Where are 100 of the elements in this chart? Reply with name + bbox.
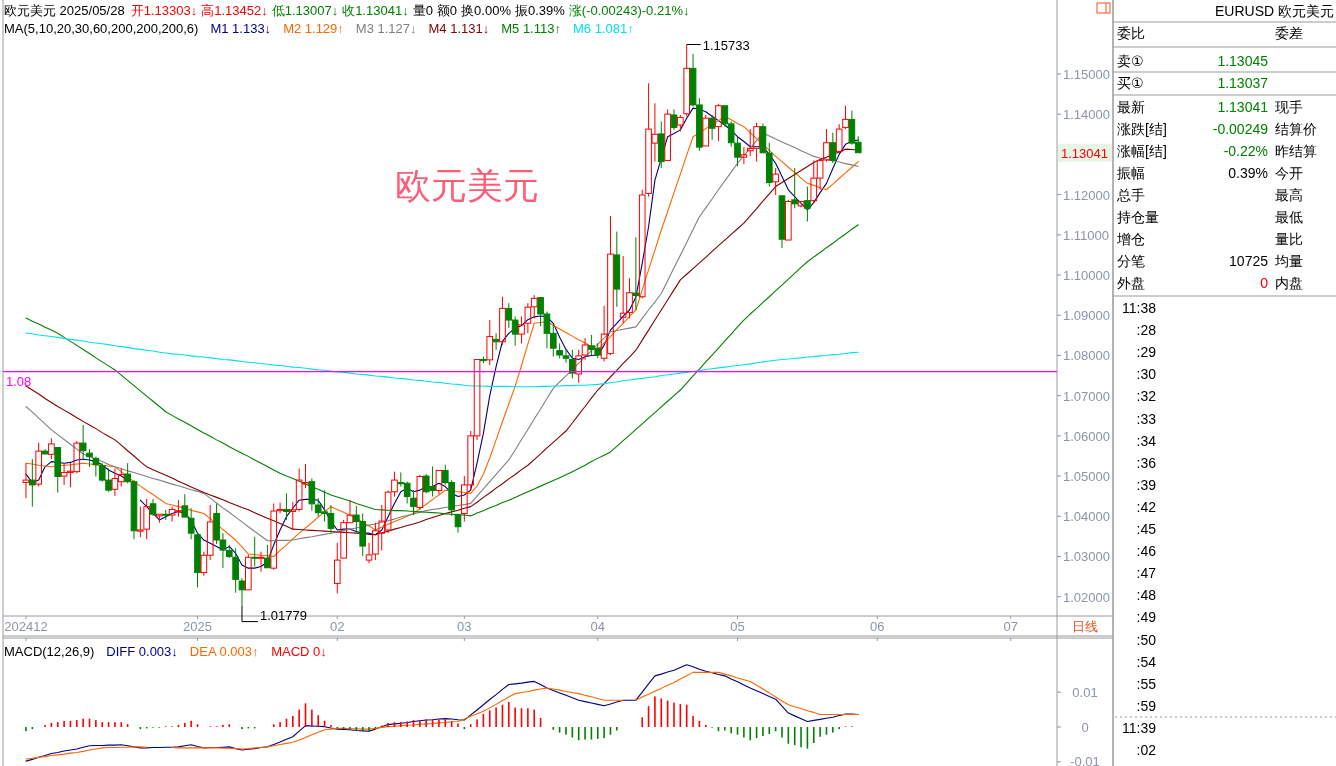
text: :47: [1136, 565, 1157, 582]
text: 10725: [1229, 253, 1269, 269]
text: :34: [1136, 432, 1157, 449]
candlestick: [22, 462, 30, 499]
text: :46: [1136, 543, 1157, 560]
text: :42: [1136, 498, 1157, 515]
text: :54: [1136, 653, 1157, 670]
annotation: 1.15733: [702, 37, 750, 53]
candlestick: [632, 236, 640, 311]
annotation: 开1.13303↓: [130, 3, 198, 18]
candlestick: [149, 498, 157, 517]
text: 增仓: [1116, 231, 1145, 247]
annotation: 量0: [412, 3, 433, 18]
candlestick: [308, 477, 316, 512]
annotation: 涨(-0.00243)-0.21%↓: [568, 3, 690, 18]
text: DIFF 0.003↓: [106, 644, 178, 659]
y-tick-label: 1.04000: [1063, 509, 1110, 525]
y-tick-label: 1.11000: [1063, 227, 1110, 243]
text: DEA 0.003↑: [189, 644, 259, 659]
text: 最低: [1275, 209, 1303, 225]
candlestick: [613, 231, 621, 308]
y-tick-label: 1.06000: [1063, 428, 1110, 444]
candlestick: [530, 294, 538, 319]
candlestick: [778, 195, 786, 249]
candlestick: [257, 551, 265, 573]
y-tick-label: 0: [1081, 720, 1089, 736]
candlestick: [181, 493, 189, 518]
candlestick: [245, 554, 252, 591]
annotation: 欧元美元: [395, 165, 539, 206]
text: M4 1.131↓: [428, 21, 490, 36]
candlestick: [264, 544, 271, 569]
x-tick-label: 2025: [183, 619, 212, 634]
candlestick: [283, 492, 290, 521]
x-tick-label: 202412: [4, 619, 48, 634]
text: 振幅: [1117, 165, 1145, 181]
y-tick-label: 0.01: [1072, 685, 1098, 701]
y-tick-label: 1.08000: [1063, 348, 1110, 364]
legend-title: MA(5,10,20,30,60,200,200,200,6): [4, 21, 199, 36]
text: 涨幅[结]: [1117, 143, 1167, 159]
annotation: 收1.13041↓: [342, 3, 409, 18]
chart-title: 欧元美元 2025/05/28: [4, 3, 125, 18]
text: MACD 0↓: [271, 644, 327, 659]
legend-title: MACD(12,26,9): [4, 644, 95, 659]
candlestick: [740, 146, 748, 165]
candlestick: [435, 469, 443, 495]
text: M6 1.081↑: [572, 21, 634, 36]
text: 0: [1260, 275, 1269, 291]
text: 1.13041: [1061, 145, 1108, 161]
text: :28: [1136, 322, 1157, 339]
text: 卖①: [1117, 53, 1144, 69]
y-tick-label: 1.05000: [1063, 469, 1110, 485]
text: :50: [1136, 631, 1157, 648]
candlestick: [499, 296, 506, 346]
text: :45: [1136, 521, 1157, 537]
text: 11:39: [1122, 719, 1157, 736]
text: 外盘: [1117, 275, 1145, 291]
y-tick-label: 1.07000: [1063, 388, 1110, 404]
text: :36: [1136, 454, 1157, 471]
text: 结算价: [1275, 121, 1317, 137]
text: 11:38: [1122, 300, 1157, 316]
text: EURUSD 欧元美元: [1214, 3, 1334, 19]
text: 总手: [1116, 187, 1145, 203]
text: M5 1.113↑: [501, 21, 561, 36]
candlestick: [79, 424, 87, 461]
candlestick: [683, 44, 691, 118]
text: 委差: [1275, 25, 1303, 41]
candlestick: [29, 458, 36, 508]
text: 量比: [1275, 231, 1303, 247]
candlestick: [416, 474, 424, 511]
text: :49: [1136, 609, 1157, 626]
text: :32: [1136, 388, 1157, 405]
y-tick-label: 1.10000: [1063, 268, 1110, 284]
text: 最高: [1275, 187, 1303, 203]
annotation: 振0.39%: [514, 3, 566, 18]
text: 买①: [1117, 75, 1144, 91]
text: :55: [1136, 675, 1157, 692]
text: 持仓量: [1117, 209, 1159, 225]
text: :48: [1136, 587, 1157, 604]
annotation: 高1.13452↓: [201, 3, 268, 18]
annotation: 1.01779: [259, 607, 307, 623]
text: 0.39%: [1228, 165, 1268, 181]
text: 内盘: [1275, 275, 1303, 291]
candlestick: [657, 120, 665, 169]
text: 1.13041: [1217, 99, 1269, 115]
text: 昨结算: [1275, 143, 1317, 159]
text: :29: [1136, 344, 1157, 361]
candlestick: [41, 448, 49, 455]
x-tick-label: 04: [590, 619, 605, 634]
candlestick: [54, 447, 62, 494]
candlestick: [765, 142, 773, 188]
text: 1.13045: [1217, 53, 1269, 69]
text: 涨跌[结]: [1117, 121, 1167, 137]
text: :30: [1136, 366, 1157, 383]
candlestick: [708, 114, 716, 141]
candlestick: [670, 108, 678, 131]
candlestick: [251, 536, 259, 568]
text: 最新: [1117, 99, 1145, 115]
text: :33: [1136, 410, 1157, 427]
y-tick-label: 1.14000: [1063, 107, 1110, 123]
text: :02: [1136, 742, 1157, 758]
